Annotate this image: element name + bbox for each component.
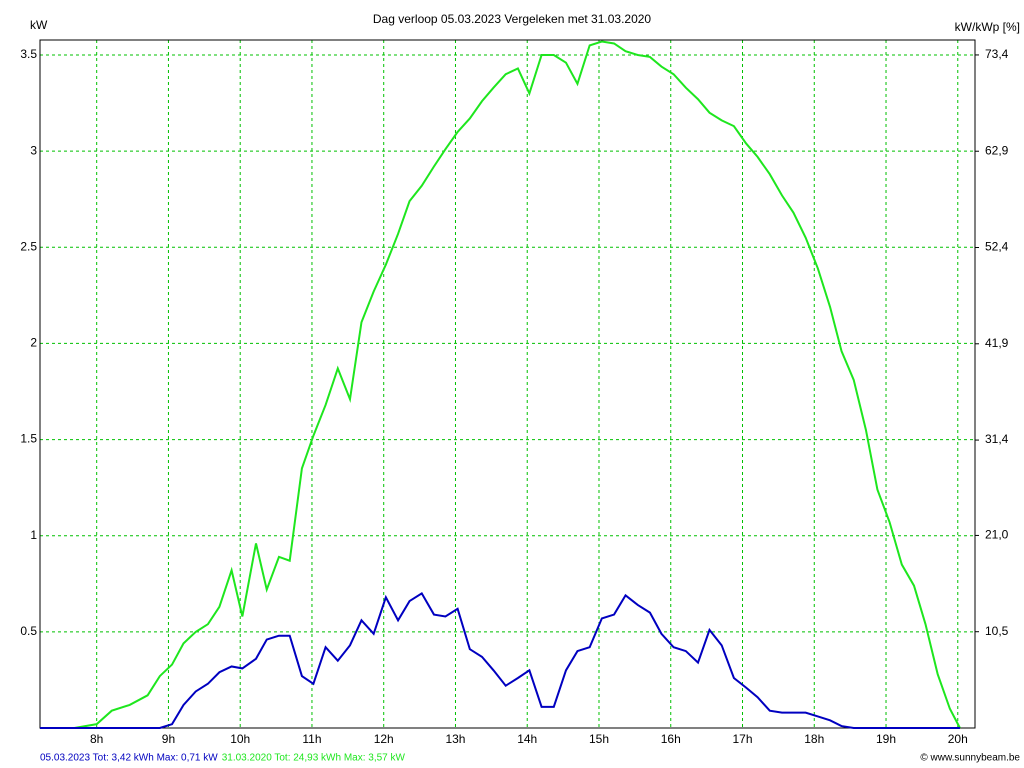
legend-entry: 05.03.2023 Tot: 3,42 kWh Max: 0,71 kW — [40, 753, 218, 764]
x-tick-label: 20h — [948, 732, 968, 746]
x-tick-label: 19h — [876, 732, 896, 746]
y2-tick-label: 21,0 — [985, 528, 1009, 542]
x-tick-label: 17h — [732, 732, 752, 746]
series-line — [40, 591, 960, 729]
copyright: © www.sunnybeam.be — [920, 753, 1020, 764]
x-tick-label: 14h — [517, 732, 537, 746]
x-tick-label: 10h — [230, 732, 250, 746]
y2-tick-label: 31,4 — [985, 432, 1009, 446]
y-tick-label: 3.5 — [20, 47, 37, 61]
y-tick-label: 3 — [30, 143, 37, 157]
y-axis-label: kW — [30, 18, 48, 32]
x-tick-label: 16h — [661, 732, 681, 746]
y2-tick-label: 52,4 — [985, 240, 1009, 254]
x-tick-label: 8h — [90, 732, 103, 746]
x-tick-label: 13h — [445, 732, 465, 746]
y-tick-label: 2.5 — [20, 239, 37, 253]
y-tick-label: 0.5 — [20, 624, 37, 638]
y2-tick-label: 10,5 — [985, 624, 1009, 638]
x-tick-label: 15h — [589, 732, 609, 746]
y-tick-label: 2 — [30, 336, 37, 350]
x-tick-label: 18h — [804, 732, 824, 746]
y2-tick-label: 41,9 — [985, 336, 1009, 350]
y2-tick-label: 73,4 — [985, 47, 1009, 61]
x-tick-label: 11h — [302, 732, 321, 746]
y-tick-label: 1.5 — [20, 432, 37, 446]
plot-border — [39, 39, 976, 729]
series-line — [40, 40, 961, 729]
x-tick-label: 12h — [374, 732, 394, 746]
legend-entry: 31.03.2020 Tot: 24,93 kWh Max: 3,57 kW — [222, 753, 406, 764]
chart-title: Dag verloop 05.03.2023 Vergeleken met 31… — [373, 12, 652, 26]
y-tick-label: 1 — [30, 528, 37, 542]
y2-axis-label: kW/kWp [%] — [955, 20, 1020, 34]
y2-tick-label: 62,9 — [985, 143, 1009, 157]
x-tick-label: 9h — [162, 732, 175, 746]
